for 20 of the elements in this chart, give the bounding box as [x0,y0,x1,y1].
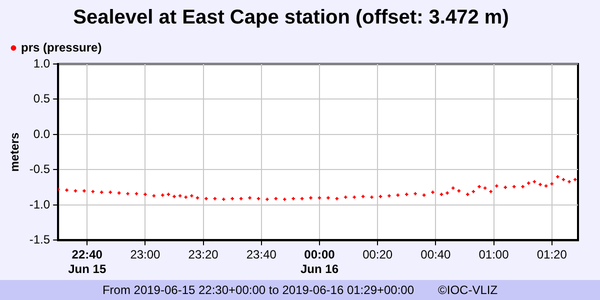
y-tick-label: 0.5 [33,92,50,106]
x-tick-label: 22:40 Jun 15 [68,248,106,276]
y-tick-label: 0.0 [33,126,50,141]
text: From 2019-06-15 22:30+00:00 to 2019-06-16 01:29+00:00 [102,283,414,297]
x-tick-label: 00:40 [420,248,452,262]
legend-label: prs (pressure) [21,40,102,54]
x-tick-label: 23:40 [246,248,277,262]
x-tick-label: 23:20 [188,248,219,262]
y-tick-label: -1.0 [29,197,50,212]
chart-title: Sealevel at East Cape station (offset: 3.472 m) [73,6,509,29]
x-tick-label: 01:00 [478,248,510,262]
y-tick-label: -1.5 [29,232,50,247]
x-tick-label: 00:00 Jun 16 [300,248,339,276]
x-tick-label: 01:20 [536,248,568,262]
y-tick-label: -0.5 [29,162,50,176]
x-tick-label: 23:00 [130,248,161,262]
text: ©IOC-VLIZ [438,283,498,297]
y-axis-title: meters [8,132,22,172]
x-tick-label: 00:20 [362,248,393,262]
y-tick-label: 1.0 [33,56,50,70]
